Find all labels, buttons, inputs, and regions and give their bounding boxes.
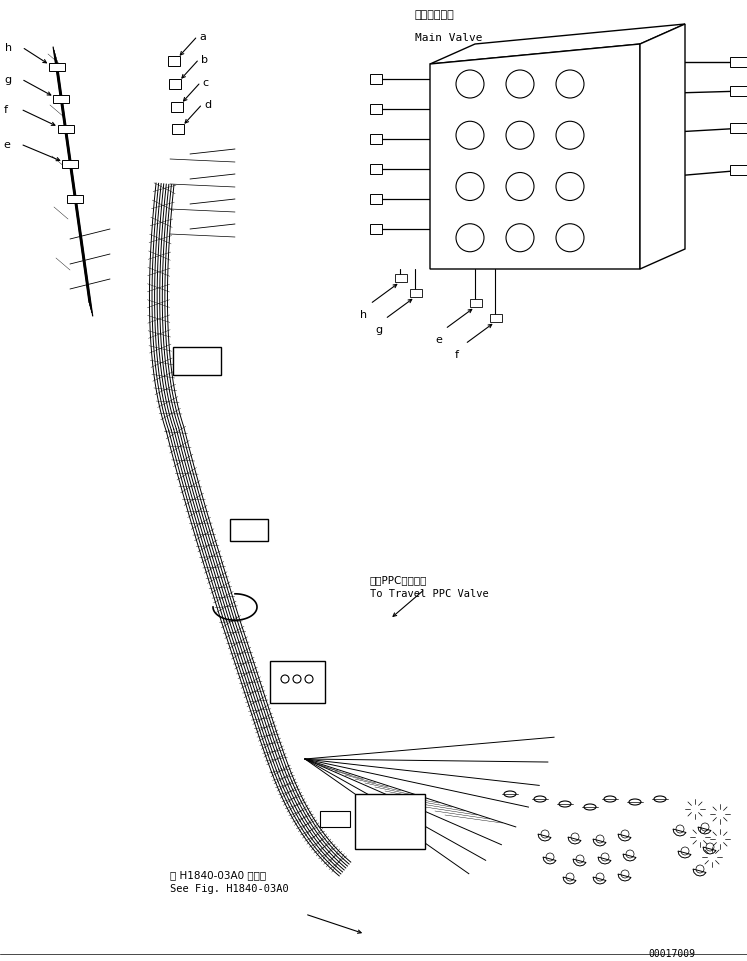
Text: 走行PPCバルブへ: 走行PPCバルブへ: [370, 575, 427, 584]
Text: c: c: [202, 78, 209, 87]
Text: 第 H1840-03A0 図参照: 第 H1840-03A0 図参照: [170, 869, 266, 879]
Bar: [370, 75, 382, 85]
Bar: [173, 125, 185, 135]
Text: メインバルブ: メインバルブ: [415, 10, 455, 20]
Bar: [395, 275, 407, 283]
Bar: [730, 86, 747, 97]
Polygon shape: [430, 45, 640, 270]
Bar: [67, 196, 84, 204]
Text: Main Valve: Main Valve: [415, 33, 483, 43]
Bar: [730, 124, 747, 134]
Text: See Fig. H1840-03A0: See Fig. H1840-03A0: [170, 883, 289, 893]
Bar: [53, 96, 69, 104]
Polygon shape: [430, 25, 685, 65]
Bar: [171, 103, 183, 112]
Text: d: d: [205, 100, 211, 110]
Text: 00017009: 00017009: [648, 948, 695, 958]
Text: f: f: [4, 105, 7, 115]
Bar: [173, 348, 221, 376]
Bar: [370, 195, 382, 205]
Text: g: g: [375, 325, 382, 334]
Bar: [490, 314, 502, 323]
Bar: [730, 166, 747, 176]
Text: h: h: [360, 309, 367, 320]
Bar: [410, 289, 422, 298]
Polygon shape: [640, 25, 685, 270]
Bar: [370, 165, 382, 175]
Text: To Travel PPC Valve: To Travel PPC Valve: [370, 588, 489, 599]
Bar: [370, 105, 382, 115]
Bar: [270, 661, 325, 703]
Bar: [58, 126, 73, 134]
Text: e: e: [4, 140, 10, 150]
Text: f: f: [455, 350, 459, 359]
Bar: [170, 80, 182, 90]
Bar: [370, 225, 382, 234]
Text: g: g: [4, 75, 11, 85]
Bar: [167, 57, 179, 67]
Bar: [320, 811, 350, 827]
Bar: [370, 135, 382, 145]
Bar: [230, 520, 268, 541]
Bar: [355, 794, 425, 850]
Text: h: h: [4, 43, 12, 53]
Text: e: e: [435, 334, 442, 345]
Bar: [470, 300, 482, 308]
Text: b: b: [201, 55, 208, 65]
Bar: [49, 64, 65, 72]
Text: a: a: [199, 32, 206, 42]
Bar: [63, 160, 78, 169]
Bar: [730, 58, 747, 68]
